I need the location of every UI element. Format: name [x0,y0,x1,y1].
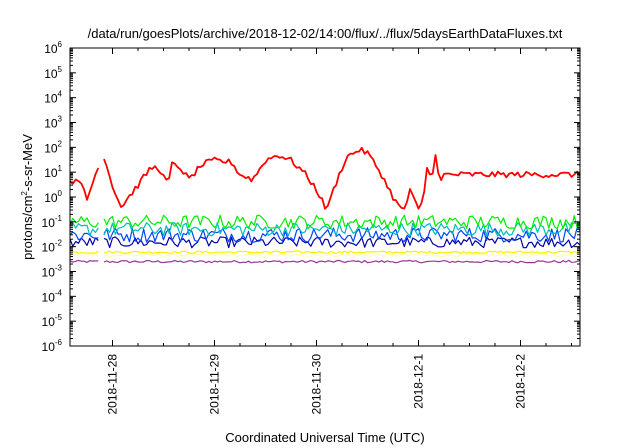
series-line [69,236,581,249]
y-tick-label-exponent: 1 [58,164,63,173]
y-tick-label-exponent: -1 [55,214,63,223]
y-tick-label-exponent: -2 [55,239,63,248]
series-line [69,146,581,210]
y-tick-label-exponent: 3 [58,115,63,124]
x-tick-label: 2018-12-1 [412,354,426,409]
y-tick-label-base: 10 [42,315,56,329]
x-tick-label: 2018-11-28 [106,354,120,415]
series-line [69,222,581,237]
y-tick-label-exponent: 2 [58,139,63,148]
series-line [69,214,581,230]
y-axis-label-rest: -s-sr-MeV [20,134,35,191]
series-layer [69,146,581,264]
y-tick-label: 106 [44,40,62,56]
y-tick-label-base: 10 [42,216,56,230]
y-tick-label-base: 10 [44,42,58,56]
y-tick-label-base: 10 [44,117,58,131]
series-line [69,226,581,243]
plot-frame [69,47,581,347]
y-tick-label-base: 10 [44,141,58,155]
x-tick-label: 2018-12-2 [514,354,528,409]
y-tick-label: 104 [44,90,62,106]
y-axis: 10-610-510-410-310-210-11001011021031041… [42,40,580,354]
y-tick-label-base: 10 [42,290,56,304]
x-axis: 2018-11-28 2018-11-29 2018-11-30 2018-12-1 2… [106,48,572,415]
y-tick-label-exponent: -3 [55,264,63,273]
y-tick-label-base: 10 [44,166,58,180]
y-tick-label: 10-2 [42,239,63,255]
y-tick-label: 10-6 [42,338,63,354]
y-tick-label-base: 10 [44,92,58,106]
y-tick-label-base: 10 [44,67,58,81]
y-tick-label-base: 10 [42,241,56,255]
x-tick-label: 2018-11-30 [310,354,324,415]
y-tick-label-base: 10 [42,340,56,354]
y-tick-label-base: 10 [44,191,58,205]
series-line [70,250,581,254]
y-axis-label-sup: 2 [20,191,29,196]
y-axis-label-base: protons/cm [20,196,35,260]
y-tick-label: 10-4 [42,288,63,304]
y-tick-label: 10-1 [42,214,63,230]
y-tick-label: 100 [44,189,62,205]
y-tick-label: 105 [44,65,62,81]
y-tick-label: 101 [44,164,62,180]
y-tick-label-exponent: -5 [55,313,63,322]
series-line [69,253,581,258]
x-axis-label: Coordinated Universal Time (UTC) [225,430,424,445]
y-tick-label: 103 [44,115,62,131]
x-tick-label: 2018-11-29 [208,354,222,415]
y-tick-label: 10-5 [42,313,63,329]
y-tick-label-exponent: 0 [58,189,63,198]
y-tick-label-base: 10 [42,266,56,280]
chart-title: /data/run/goesPlots/archive/2018-12-02/1… [88,26,563,41]
y-tick-label-exponent: 4 [58,90,63,99]
y-tick-label: 10-3 [42,264,63,280]
y-tick-label-exponent: -6 [55,338,63,347]
y-tick-label-exponent: -4 [55,288,63,297]
y-tick-label-exponent: 5 [58,65,63,74]
y-axis-label: protons/cm2-s-sr-MeV [20,134,35,260]
y-tick-label-exponent: 6 [58,40,63,49]
series-line [69,259,581,264]
y-tick-label: 102 [44,139,62,155]
